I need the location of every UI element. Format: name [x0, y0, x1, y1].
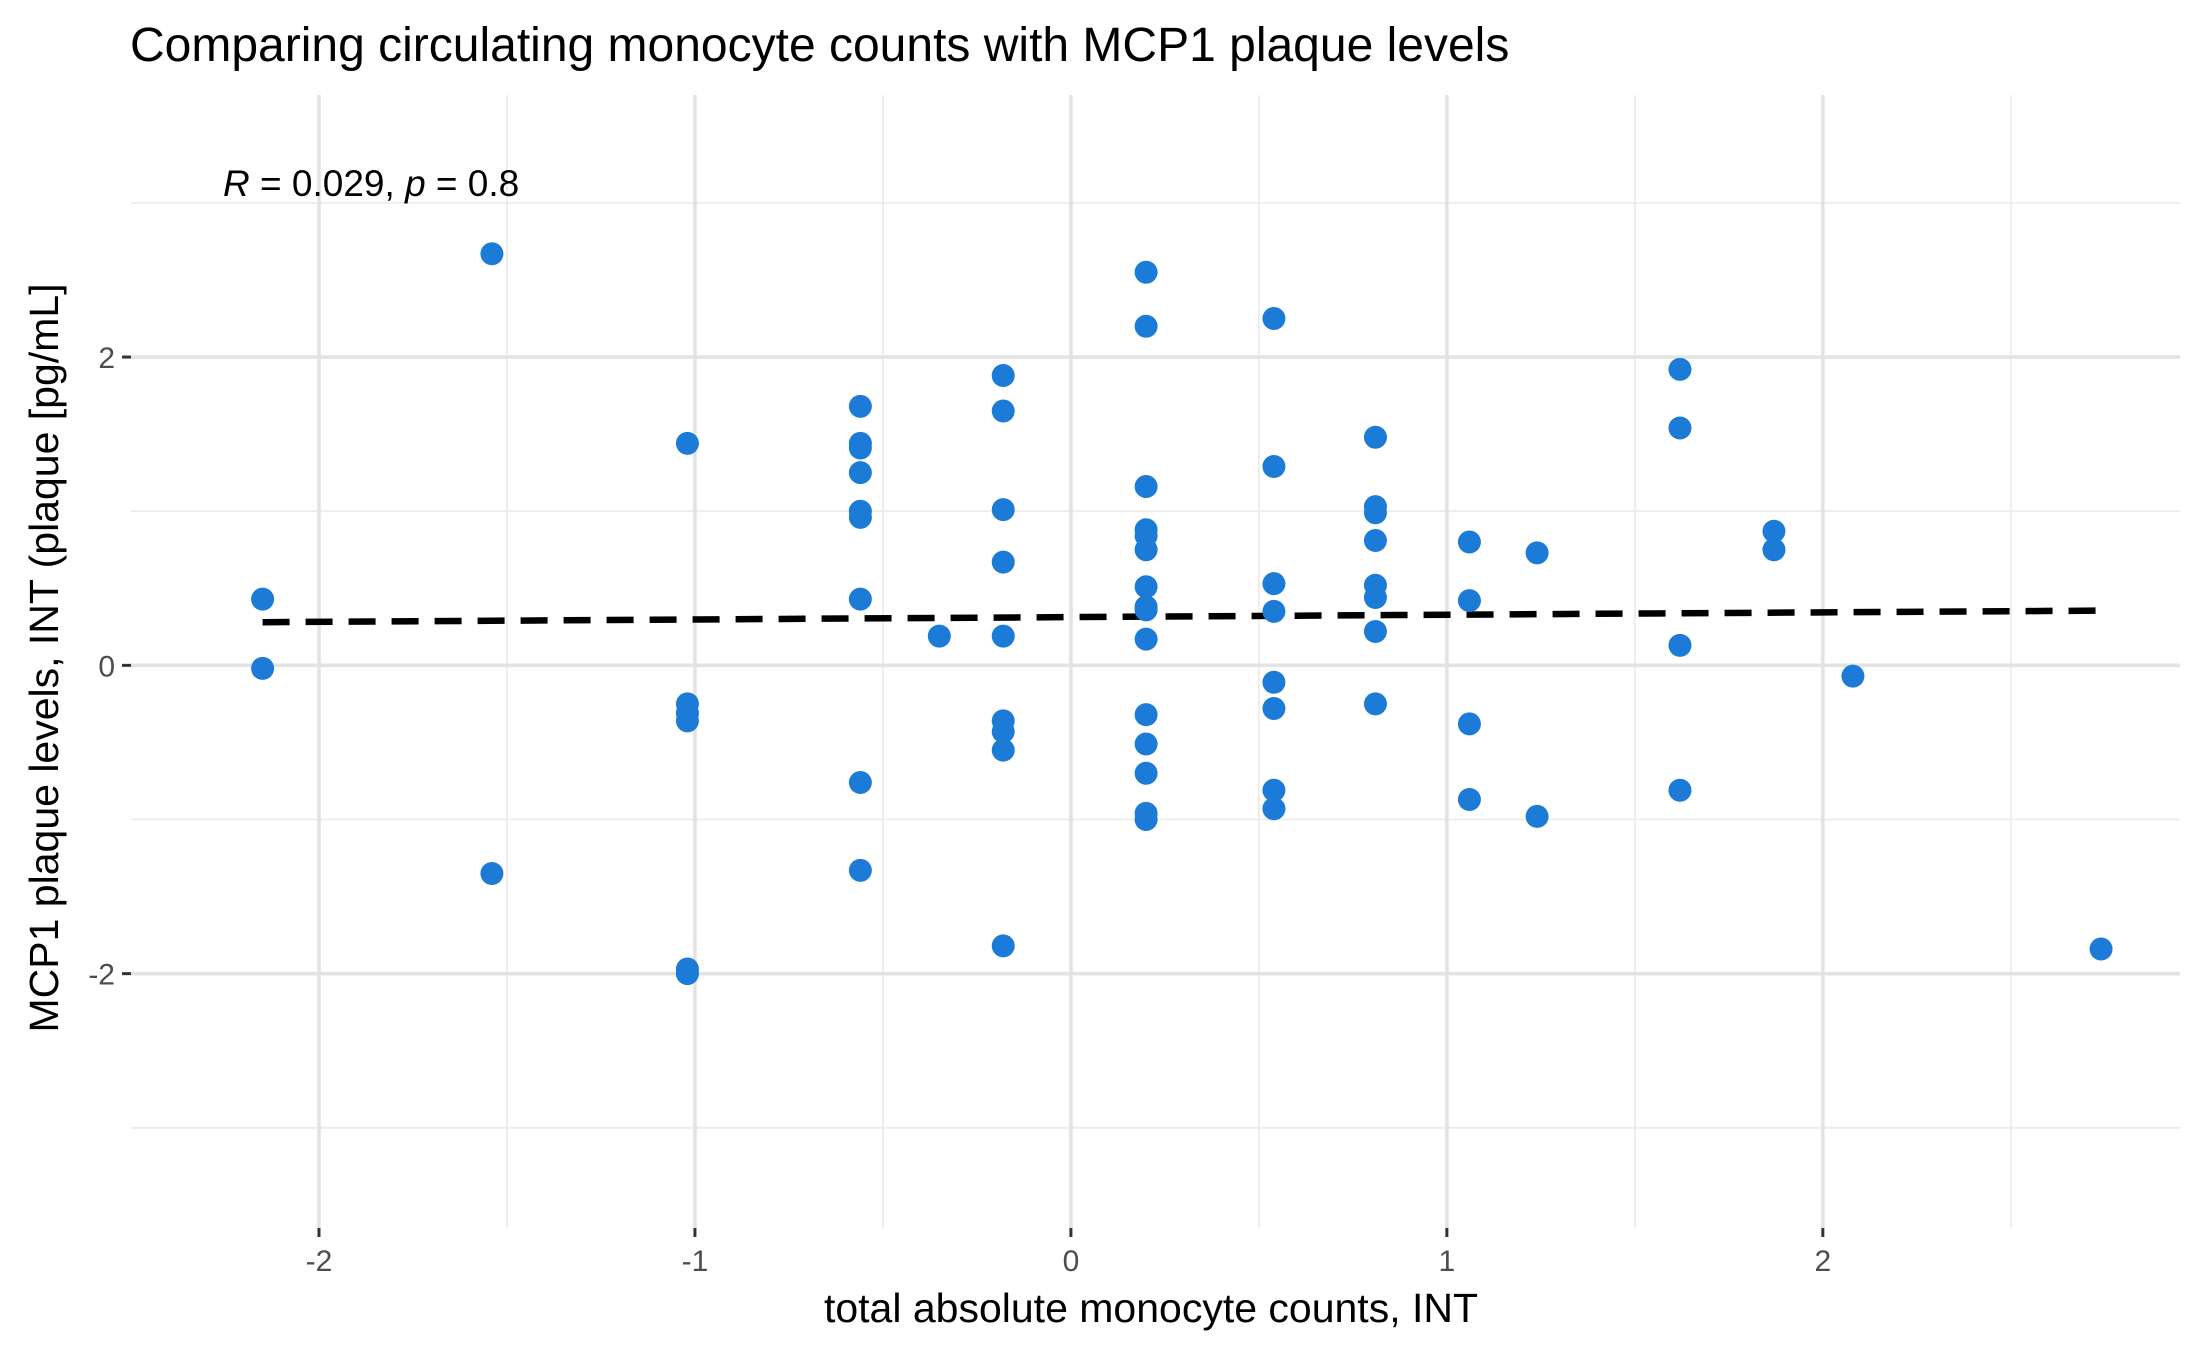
- data-point: [1363, 692, 1387, 716]
- x-tick-label: 2: [1814, 1245, 1831, 1278]
- data-point: [848, 771, 872, 795]
- data-point: [848, 461, 872, 485]
- data-point: [991, 624, 1015, 648]
- data-point: [991, 934, 1015, 958]
- data-point: [927, 624, 951, 648]
- data-point: [1262, 797, 1286, 821]
- data-point: [848, 587, 872, 611]
- data-point: [1363, 619, 1387, 643]
- p-value: = 0.8: [426, 163, 520, 204]
- data-point: [480, 861, 504, 885]
- data-point: [1134, 538, 1158, 562]
- data-point: [848, 436, 872, 460]
- data-point: [675, 962, 699, 986]
- data-point: [848, 394, 872, 418]
- data-points: [251, 242, 2113, 986]
- data-point: [1457, 712, 1481, 736]
- data-point: [1134, 808, 1158, 832]
- data-point: [1262, 455, 1286, 479]
- data-point: [1134, 260, 1158, 284]
- data-point: [1134, 598, 1158, 622]
- y-tick-label: 2: [98, 342, 115, 375]
- x-tick-label: -2: [306, 1245, 333, 1278]
- r-value: = 0.029,: [250, 163, 405, 204]
- data-point: [1262, 778, 1286, 802]
- data-point: [991, 720, 1015, 744]
- data-point: [1457, 787, 1481, 811]
- data-point: [1134, 703, 1158, 727]
- axis-ticks: -2 -1 0 1 2 -2 0 2: [88, 342, 1831, 1278]
- data-point: [991, 550, 1015, 574]
- data-point: [1134, 761, 1158, 785]
- x-tick-label: 0: [1063, 1245, 1080, 1278]
- data-point: [251, 656, 275, 680]
- correlation-annotation: R = 0.029, p = 0.8: [223, 163, 519, 204]
- data-point: [1762, 519, 1786, 543]
- data-point: [1668, 416, 1692, 440]
- data-point: [1668, 778, 1692, 802]
- data-point: [1363, 501, 1387, 525]
- data-point: [1262, 307, 1286, 331]
- data-point: [675, 709, 699, 733]
- data-point: [1262, 670, 1286, 694]
- data-point: [1363, 425, 1387, 449]
- y-tick-label: -2: [88, 959, 115, 992]
- y-axis-title: MCP1 plaque levels, INT (plaque [pg/mL]: [21, 283, 67, 1032]
- x-tick-label: 1: [1439, 1245, 1456, 1278]
- r-symbol: R: [223, 163, 250, 204]
- data-point: [1262, 572, 1286, 596]
- data-point: [1363, 528, 1387, 552]
- data-point: [675, 431, 699, 455]
- data-point: [991, 738, 1015, 762]
- data-point: [1457, 589, 1481, 613]
- data-point: [1134, 732, 1158, 756]
- data-point: [991, 364, 1015, 388]
- data-point: [1134, 627, 1158, 651]
- data-point: [2089, 937, 2113, 961]
- y-tick-label: 0: [98, 650, 115, 683]
- trend-line-layer: [262, 607, 2102, 626]
- data-point: [991, 498, 1015, 522]
- data-point: [1262, 599, 1286, 623]
- data-point: [1363, 586, 1387, 610]
- data-point: [1525, 804, 1549, 828]
- data-point: [480, 242, 504, 266]
- trend-line: [262, 607, 2102, 626]
- p-symbol: p: [404, 163, 426, 204]
- data-point: [848, 858, 872, 882]
- data-point: [1134, 475, 1158, 499]
- data-point: [1668, 633, 1692, 657]
- data-point: [251, 587, 275, 611]
- chart-title: Comparing circulating monocyte counts wi…: [130, 19, 1509, 72]
- x-axis-title: total absolute monocyte counts, INT: [824, 1285, 1478, 1331]
- data-point: [1134, 575, 1158, 599]
- data-point: [1668, 357, 1692, 381]
- data-point: [1762, 538, 1786, 562]
- data-point: [991, 399, 1015, 423]
- data-point: [848, 505, 872, 529]
- data-point: [1134, 314, 1158, 338]
- data-point: [1841, 664, 1865, 688]
- data-point: [1525, 541, 1549, 565]
- grid: [131, 95, 2180, 1228]
- data-point: [1457, 530, 1481, 554]
- x-tick-label: -1: [682, 1245, 709, 1278]
- data-point: [1262, 697, 1286, 721]
